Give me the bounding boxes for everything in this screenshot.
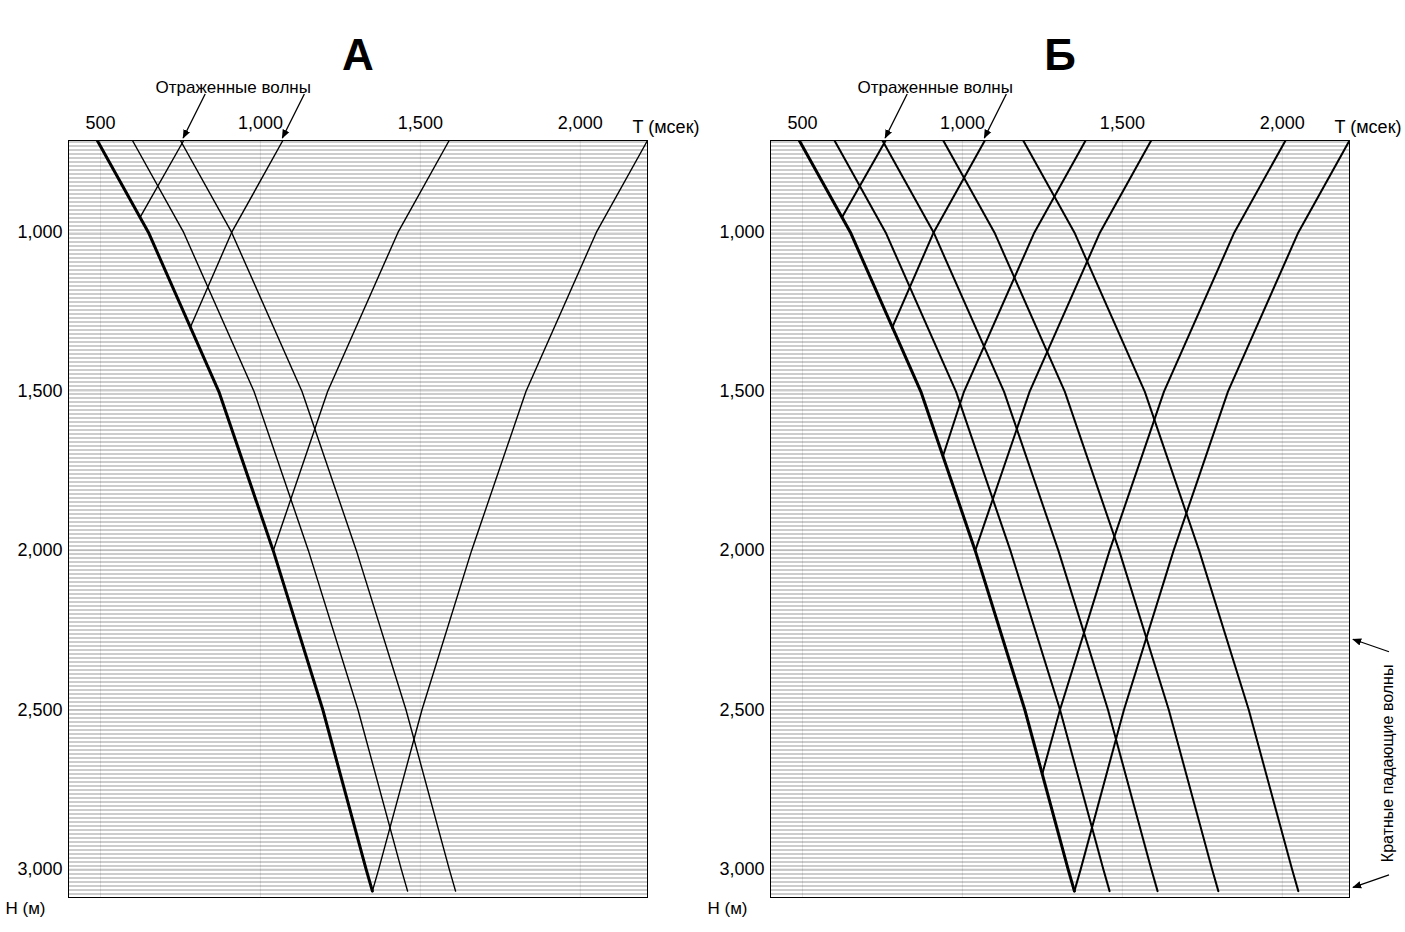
svg-text:1,000: 1,000 bbox=[940, 113, 985, 133]
svg-text:2,500: 2,500 bbox=[719, 700, 764, 720]
svg-text:2,000: 2,000 bbox=[1260, 113, 1305, 133]
svg-text:H (м): H (м) bbox=[6, 899, 46, 918]
svg-text:H (м): H (м) bbox=[708, 899, 748, 918]
svg-text:Отраженные волны: Отраженные волны bbox=[858, 78, 1013, 97]
svg-text:1,000: 1,000 bbox=[719, 222, 764, 242]
svg-text:2,000: 2,000 bbox=[558, 113, 603, 133]
svg-text:1,500: 1,500 bbox=[1100, 113, 1145, 133]
svg-text:2,000: 2,000 bbox=[719, 540, 764, 560]
svg-text:3,000: 3,000 bbox=[17, 859, 62, 879]
svg-text:2,000: 2,000 bbox=[17, 540, 62, 560]
svg-text:2,500: 2,500 bbox=[17, 700, 62, 720]
svg-text:500: 500 bbox=[85, 113, 115, 133]
svg-text:1,500: 1,500 bbox=[719, 381, 764, 401]
svg-text:1,500: 1,500 bbox=[17, 381, 62, 401]
svg-text:Отраженные волны: Отраженные волны bbox=[156, 78, 311, 97]
svg-text:T (мсек): T (мсек) bbox=[1335, 117, 1402, 137]
svg-text:Б: Б bbox=[1044, 30, 1076, 79]
svg-text:500: 500 bbox=[787, 113, 817, 133]
svg-text:А: А bbox=[342, 30, 374, 79]
svg-text:1,500: 1,500 bbox=[398, 113, 443, 133]
svg-text:Кратные падающие волны: Кратные падающие волны bbox=[1379, 665, 1396, 863]
svg-text:T (мсек): T (мсек) bbox=[633, 117, 700, 137]
svg-text:3,000: 3,000 bbox=[719, 859, 764, 879]
svg-text:1,000: 1,000 bbox=[17, 222, 62, 242]
svg-text:1,000: 1,000 bbox=[238, 113, 283, 133]
